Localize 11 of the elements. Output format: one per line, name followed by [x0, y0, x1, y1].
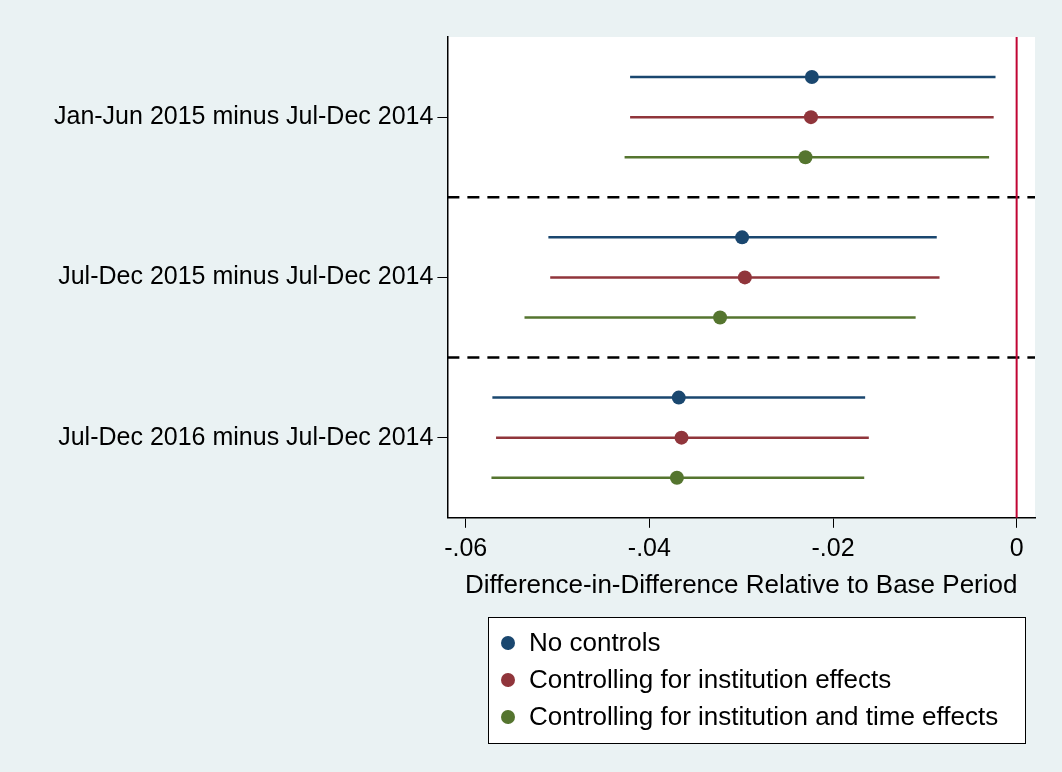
x-tick-label: 0 — [1009, 532, 1024, 561]
y-tick-label: Jul-Dec 2015 minus Jul-Dec 2014 — [58, 261, 434, 290]
y-tick-label: Jul-Dec 2016 minus Jul-Dec 2014 — [58, 421, 434, 450]
x-axis-title: Difference-in-Difference Relative to Base Period — [464, 568, 1018, 599]
legend-label: Controlling for institution and time effects — [529, 701, 999, 732]
x-tick-label: -.02 — [811, 532, 855, 561]
y-tick-label: Jan-Jun 2015 minus Jul-Dec 2014 — [53, 101, 434, 130]
legend-label: No controls — [529, 627, 661, 658]
x-tick-label: -.06 — [444, 532, 488, 561]
legend-label: Controlling for institution effects — [529, 664, 892, 695]
x-tick-label: -.04 — [627, 532, 671, 561]
